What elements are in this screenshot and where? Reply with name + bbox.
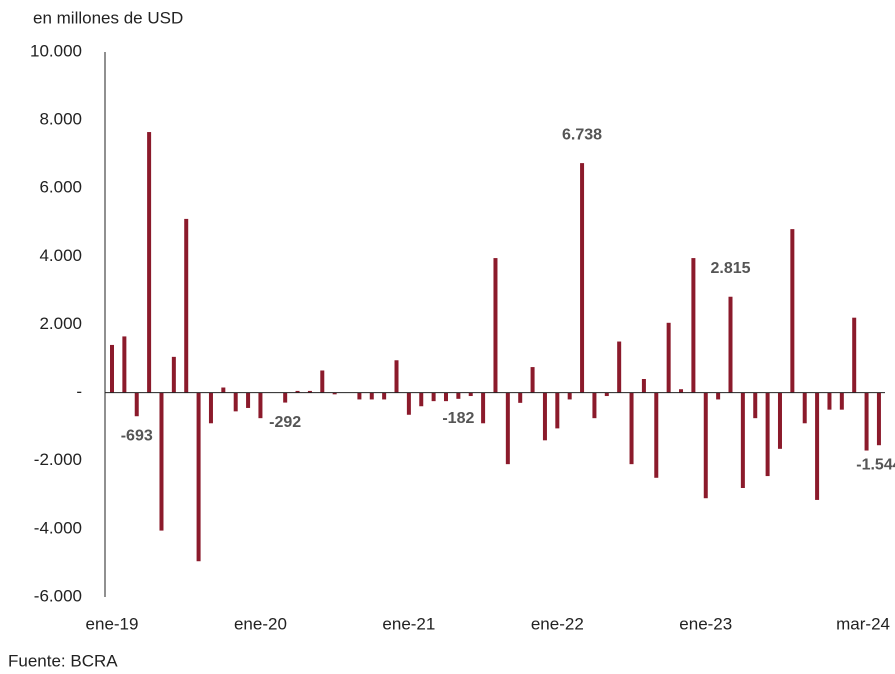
bar [283, 392, 288, 403]
bar [332, 392, 337, 395]
bar [246, 392, 251, 408]
y-tick-label: -4.000 [34, 518, 82, 537]
source: Fuente: BCRA [8, 651, 118, 670]
value-label: 2.815 [710, 260, 750, 277]
y-tick-label: 6.000 [39, 178, 82, 197]
bar [419, 392, 424, 407]
bar [567, 392, 572, 400]
bar [394, 360, 399, 393]
bar [147, 132, 152, 393]
y-tick-label: 10.000 [30, 41, 82, 60]
value-label: -292 [269, 414, 301, 431]
bar [641, 379, 646, 393]
bar [171, 356, 176, 393]
bar [753, 392, 758, 419]
value-label: -693 [121, 427, 153, 444]
bar [864, 392, 869, 451]
x-tick-label: ene-21 [382, 614, 435, 633]
bar [110, 344, 114, 393]
bar [468, 392, 473, 397]
bar [518, 392, 523, 403]
bar [654, 392, 659, 478]
bar [716, 392, 721, 400]
bar [233, 392, 238, 412]
bar [122, 336, 127, 393]
bar [530, 367, 535, 393]
bar [765, 392, 770, 477]
x-tick-label: ene-20 [234, 614, 287, 633]
y-tick-label: -6.000 [34, 586, 82, 605]
bar [580, 163, 585, 393]
subtitle: en millones de USD [33, 8, 183, 27]
value-label: 6.738 [562, 126, 602, 143]
bar [728, 296, 733, 393]
x-tick-label: ene-19 [86, 614, 139, 633]
y-tick-label: 8.000 [39, 110, 82, 129]
bar [481, 392, 486, 424]
bar [852, 317, 857, 393]
bar [790, 229, 795, 393]
bar [208, 392, 213, 424]
value-label: -1.544 [856, 456, 895, 473]
bar [221, 387, 226, 393]
bar [320, 370, 325, 393]
y-tick-label: 4.000 [39, 246, 82, 265]
bar [493, 258, 498, 393]
bar [505, 392, 510, 465]
y-tick-label: -2.000 [34, 450, 82, 469]
bar [555, 392, 560, 429]
bar [542, 392, 547, 441]
bar [369, 392, 374, 400]
bar [184, 218, 189, 393]
bar [431, 392, 436, 402]
x-tick-label: ene-23 [679, 614, 732, 633]
bar [617, 341, 622, 393]
x-tick-label: mar-24 [836, 614, 890, 633]
bar [679, 389, 684, 393]
bar [815, 392, 820, 500]
value-label: -182 [442, 410, 474, 427]
y-tick-label: - [76, 382, 82, 401]
bar [443, 392, 448, 402]
bar [134, 392, 139, 417]
bar [876, 392, 881, 446]
bar [629, 392, 634, 465]
bar [827, 392, 832, 410]
bar [307, 390, 312, 393]
bar [740, 392, 745, 488]
bar [703, 392, 708, 499]
bar [406, 392, 411, 415]
bar [666, 322, 671, 393]
bar [357, 392, 362, 400]
bar [691, 258, 696, 393]
x-tick-label: ene-22 [531, 614, 584, 633]
bar [196, 392, 201, 562]
bar [802, 392, 807, 424]
bar [258, 392, 263, 419]
bar [777, 392, 782, 449]
bar [839, 392, 844, 410]
bar [456, 392, 461, 399]
bar [159, 392, 164, 531]
bar [592, 392, 597, 419]
bar [604, 392, 609, 397]
y-tick-label: 2.000 [39, 314, 82, 333]
bar [295, 390, 300, 393]
bar [382, 392, 387, 400]
